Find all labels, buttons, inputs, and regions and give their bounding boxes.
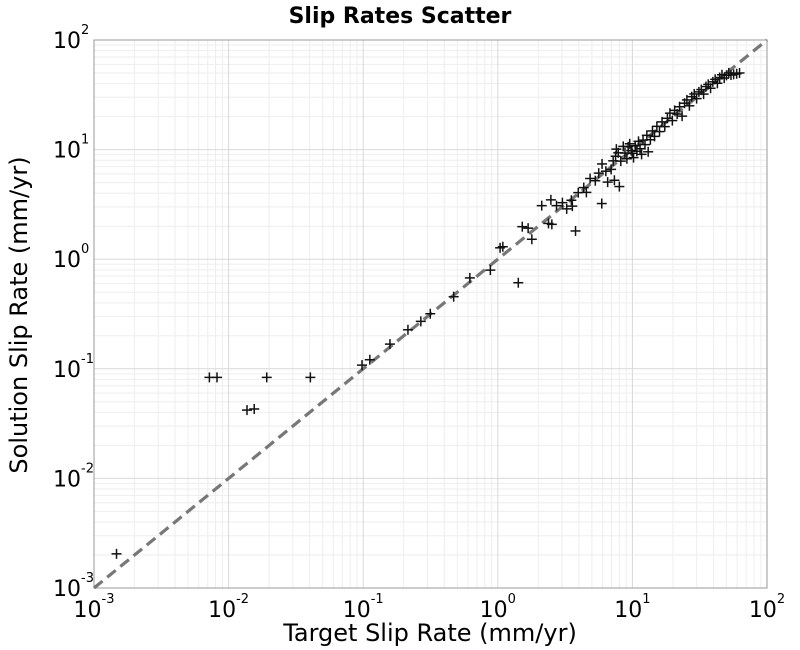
data-point (691, 93, 702, 104)
data-point (649, 131, 660, 142)
y-tick-label: 10-2 (53, 461, 94, 492)
data-point (633, 136, 644, 147)
data-point (624, 138, 635, 149)
data-point (464, 272, 475, 283)
data-point (546, 219, 557, 230)
data-point (585, 173, 596, 184)
data-point (590, 175, 601, 186)
data-point (700, 81, 711, 92)
data-point (643, 146, 654, 157)
data-point (659, 121, 670, 132)
data-point (707, 76, 718, 87)
data-point (242, 405, 253, 416)
data-point (305, 372, 316, 383)
data-point (448, 291, 459, 302)
data-point (517, 221, 528, 232)
y-tick-label: 101 (53, 133, 89, 164)
plot-area (93, 39, 768, 589)
data-point (211, 372, 222, 383)
data-point (364, 354, 375, 365)
data-point (615, 156, 626, 167)
y-tick-label: 100 (53, 242, 89, 273)
data-point (627, 148, 638, 159)
data-point (600, 166, 611, 177)
data-point (698, 89, 709, 100)
data-point (712, 78, 723, 89)
data-point (485, 265, 496, 276)
data-point (693, 86, 704, 97)
data-point (606, 164, 617, 175)
data-point (566, 195, 577, 206)
y-axis-ticks: 10-3 10-2 10-1 100 101 102 (53, 23, 94, 602)
data-point (513, 277, 524, 288)
data-point (249, 403, 260, 414)
data-point (672, 109, 683, 120)
data-point (111, 548, 122, 559)
data-point (357, 360, 368, 371)
data-point (621, 153, 632, 164)
data-point (567, 201, 578, 212)
data-point (425, 308, 436, 319)
data-point (639, 139, 650, 150)
data-point (402, 324, 413, 335)
data-point (561, 203, 572, 214)
x-axis-label: Target Slip Rate (mm/yr) (282, 619, 577, 647)
x-tick-label: 100 (480, 592, 516, 623)
data-point (536, 200, 547, 211)
data-point (609, 175, 620, 186)
data-point (654, 126, 665, 137)
data-point (662, 113, 673, 124)
data-point (734, 67, 745, 78)
data-point (570, 225, 581, 236)
data-point (545, 194, 556, 205)
data-point (636, 149, 647, 160)
data-point (415, 316, 426, 327)
chart-title: Slip Rates Scatter (289, 4, 512, 29)
data-point (689, 88, 700, 99)
y-tick-label: 10-1 (53, 352, 94, 383)
x-tick-label: 10-1 (343, 592, 384, 623)
data-point (684, 100, 695, 111)
data-point (597, 158, 608, 169)
x-tick-label: 101 (614, 592, 650, 623)
data-point (593, 168, 604, 179)
data-point (523, 223, 534, 234)
data-point (578, 182, 589, 193)
data-point (614, 181, 625, 192)
data-point (602, 177, 613, 188)
data-point (596, 198, 607, 209)
data-point (551, 200, 562, 211)
y-axis-label: Solution Slip Rate (mm/yr) (5, 156, 33, 473)
plot-grid (93, 39, 768, 589)
data-points (111, 67, 745, 559)
data-point (677, 111, 688, 122)
y-tick-label: 10-3 (53, 571, 94, 602)
data-point (581, 187, 592, 198)
x-tick-label: 10-3 (74, 592, 115, 623)
data-point (497, 241, 508, 252)
y-tick-label: 102 (53, 23, 89, 54)
data-point (557, 197, 568, 208)
data-point (628, 152, 639, 163)
data-point (495, 242, 506, 253)
data-point (261, 372, 272, 383)
data-point (526, 234, 537, 245)
data-point (723, 67, 734, 78)
x-tick-label: 102 (749, 592, 785, 623)
data-point (667, 115, 678, 126)
x-axis-ticks: 10-3 10-2 10-1 100 101 102 (74, 592, 786, 623)
x-tick-label: 10-2 (208, 592, 249, 623)
data-point (384, 339, 395, 350)
data-point (705, 83, 716, 94)
